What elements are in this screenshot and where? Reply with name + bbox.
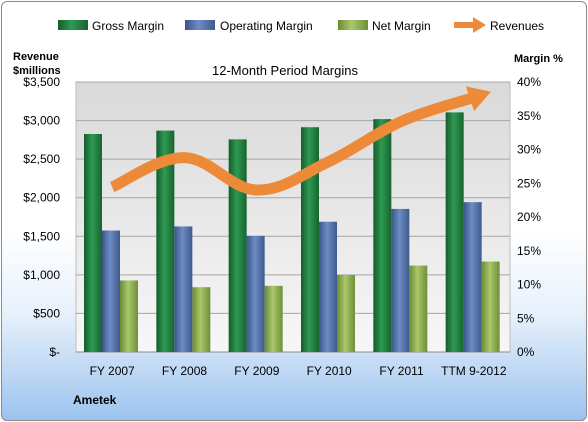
- right-tick-label: 0%: [517, 345, 535, 359]
- left-tick-label: $3,500: [23, 75, 60, 89]
- bar-net-margin: [120, 280, 138, 352]
- left-tick-label: $2,000: [23, 191, 60, 205]
- category-label: FY 2010: [307, 364, 352, 378]
- right-tick-label: 20%: [517, 210, 541, 224]
- bar-gross-margin: [301, 127, 319, 352]
- bar-gross-margin: [156, 130, 175, 352]
- bar-gross-margin: [84, 133, 102, 352]
- bar-net-margin: [264, 285, 283, 352]
- bar-net-margin: [337, 275, 355, 352]
- legend-label-net-margin: Net Margin: [372, 19, 431, 33]
- legend-swatch-revenues: [454, 17, 486, 33]
- right-tick-label: 40%: [517, 75, 541, 89]
- left-tick-label: $500: [33, 306, 60, 320]
- left-axis-ticks: $- $500 $1,000 $1,500 $2,000 $2,500 $3,000 $3,5…: [23, 75, 60, 359]
- left-tick-label: $3,000: [23, 114, 60, 128]
- category-labels: FY 2007 FY 2008 FY 2009 FY 2010 FY 2011 TTM 9…: [90, 364, 507, 378]
- left-tick-label: $1,000: [23, 268, 60, 282]
- right-tick-label: 30%: [517, 143, 541, 157]
- bar-operating-margin: [174, 226, 193, 352]
- category-label: TTM 9-2012: [441, 364, 507, 378]
- left-axis-label-line1: Revenue: [13, 51, 59, 63]
- legend-swatch-gross-margin: [58, 20, 88, 30]
- category-label: FY 2011: [379, 364, 424, 378]
- revenue-line-path: [109, 92, 476, 196]
- right-tick-label: 35%: [517, 109, 541, 123]
- legend-label-revenues: Revenues: [490, 19, 544, 33]
- legend-swatch-operating-margin: [185, 20, 215, 30]
- right-axis-ticks: 0% 5% 10% 15% 20% 25% 30% 35% 40%: [517, 75, 541, 359]
- gridlines: [76, 81, 510, 353]
- category-label: FY 2009: [234, 364, 279, 378]
- left-axis-label-line2: $millions: [13, 65, 61, 77]
- right-tick-label: 25%: [517, 176, 541, 190]
- left-tick-label: $1,500: [23, 229, 60, 243]
- bar-operating-margin: [246, 235, 265, 352]
- bar-operating-margin: [102, 230, 120, 352]
- bar-operating-margin: [463, 202, 482, 352]
- bar-operating-margin: [319, 221, 337, 352]
- legend-swatch-net-margin: [338, 20, 368, 30]
- category-label: FY 2007: [90, 364, 135, 378]
- bar-net-margin: [409, 265, 428, 352]
- bar-net-margin: [192, 287, 211, 352]
- bar-gross-margin: [445, 112, 464, 352]
- left-tick-label: $2,500: [23, 152, 60, 166]
- legend-label-operating-margin: Operating Margin: [220, 19, 313, 33]
- legend-label-gross-margin: Gross Margin: [92, 19, 164, 33]
- footer-company: Ametek: [73, 393, 117, 407]
- bars: [84, 112, 500, 352]
- category-label: FY 2008: [162, 364, 207, 378]
- chart-title: 12-Month Period Margins: [212, 63, 358, 78]
- bar-gross-margin: [228, 139, 247, 352]
- revenue-line: [109, 86, 491, 196]
- right-tick-label: 5%: [517, 311, 535, 325]
- legend: Gross Margin Operating Margin Net Margin…: [58, 17, 544, 33]
- bar-net-margin: [481, 261, 500, 352]
- bar-gross-margin: [373, 119, 392, 352]
- plot-area: [75, 81, 511, 353]
- left-tick-label: $-: [49, 345, 60, 359]
- right-tick-label: 10%: [517, 278, 541, 292]
- right-tick-label: 15%: [517, 244, 541, 258]
- right-axis-label: Margin %: [514, 53, 563, 65]
- revenue-arrowhead: [465, 86, 491, 112]
- bar-operating-margin: [391, 208, 410, 352]
